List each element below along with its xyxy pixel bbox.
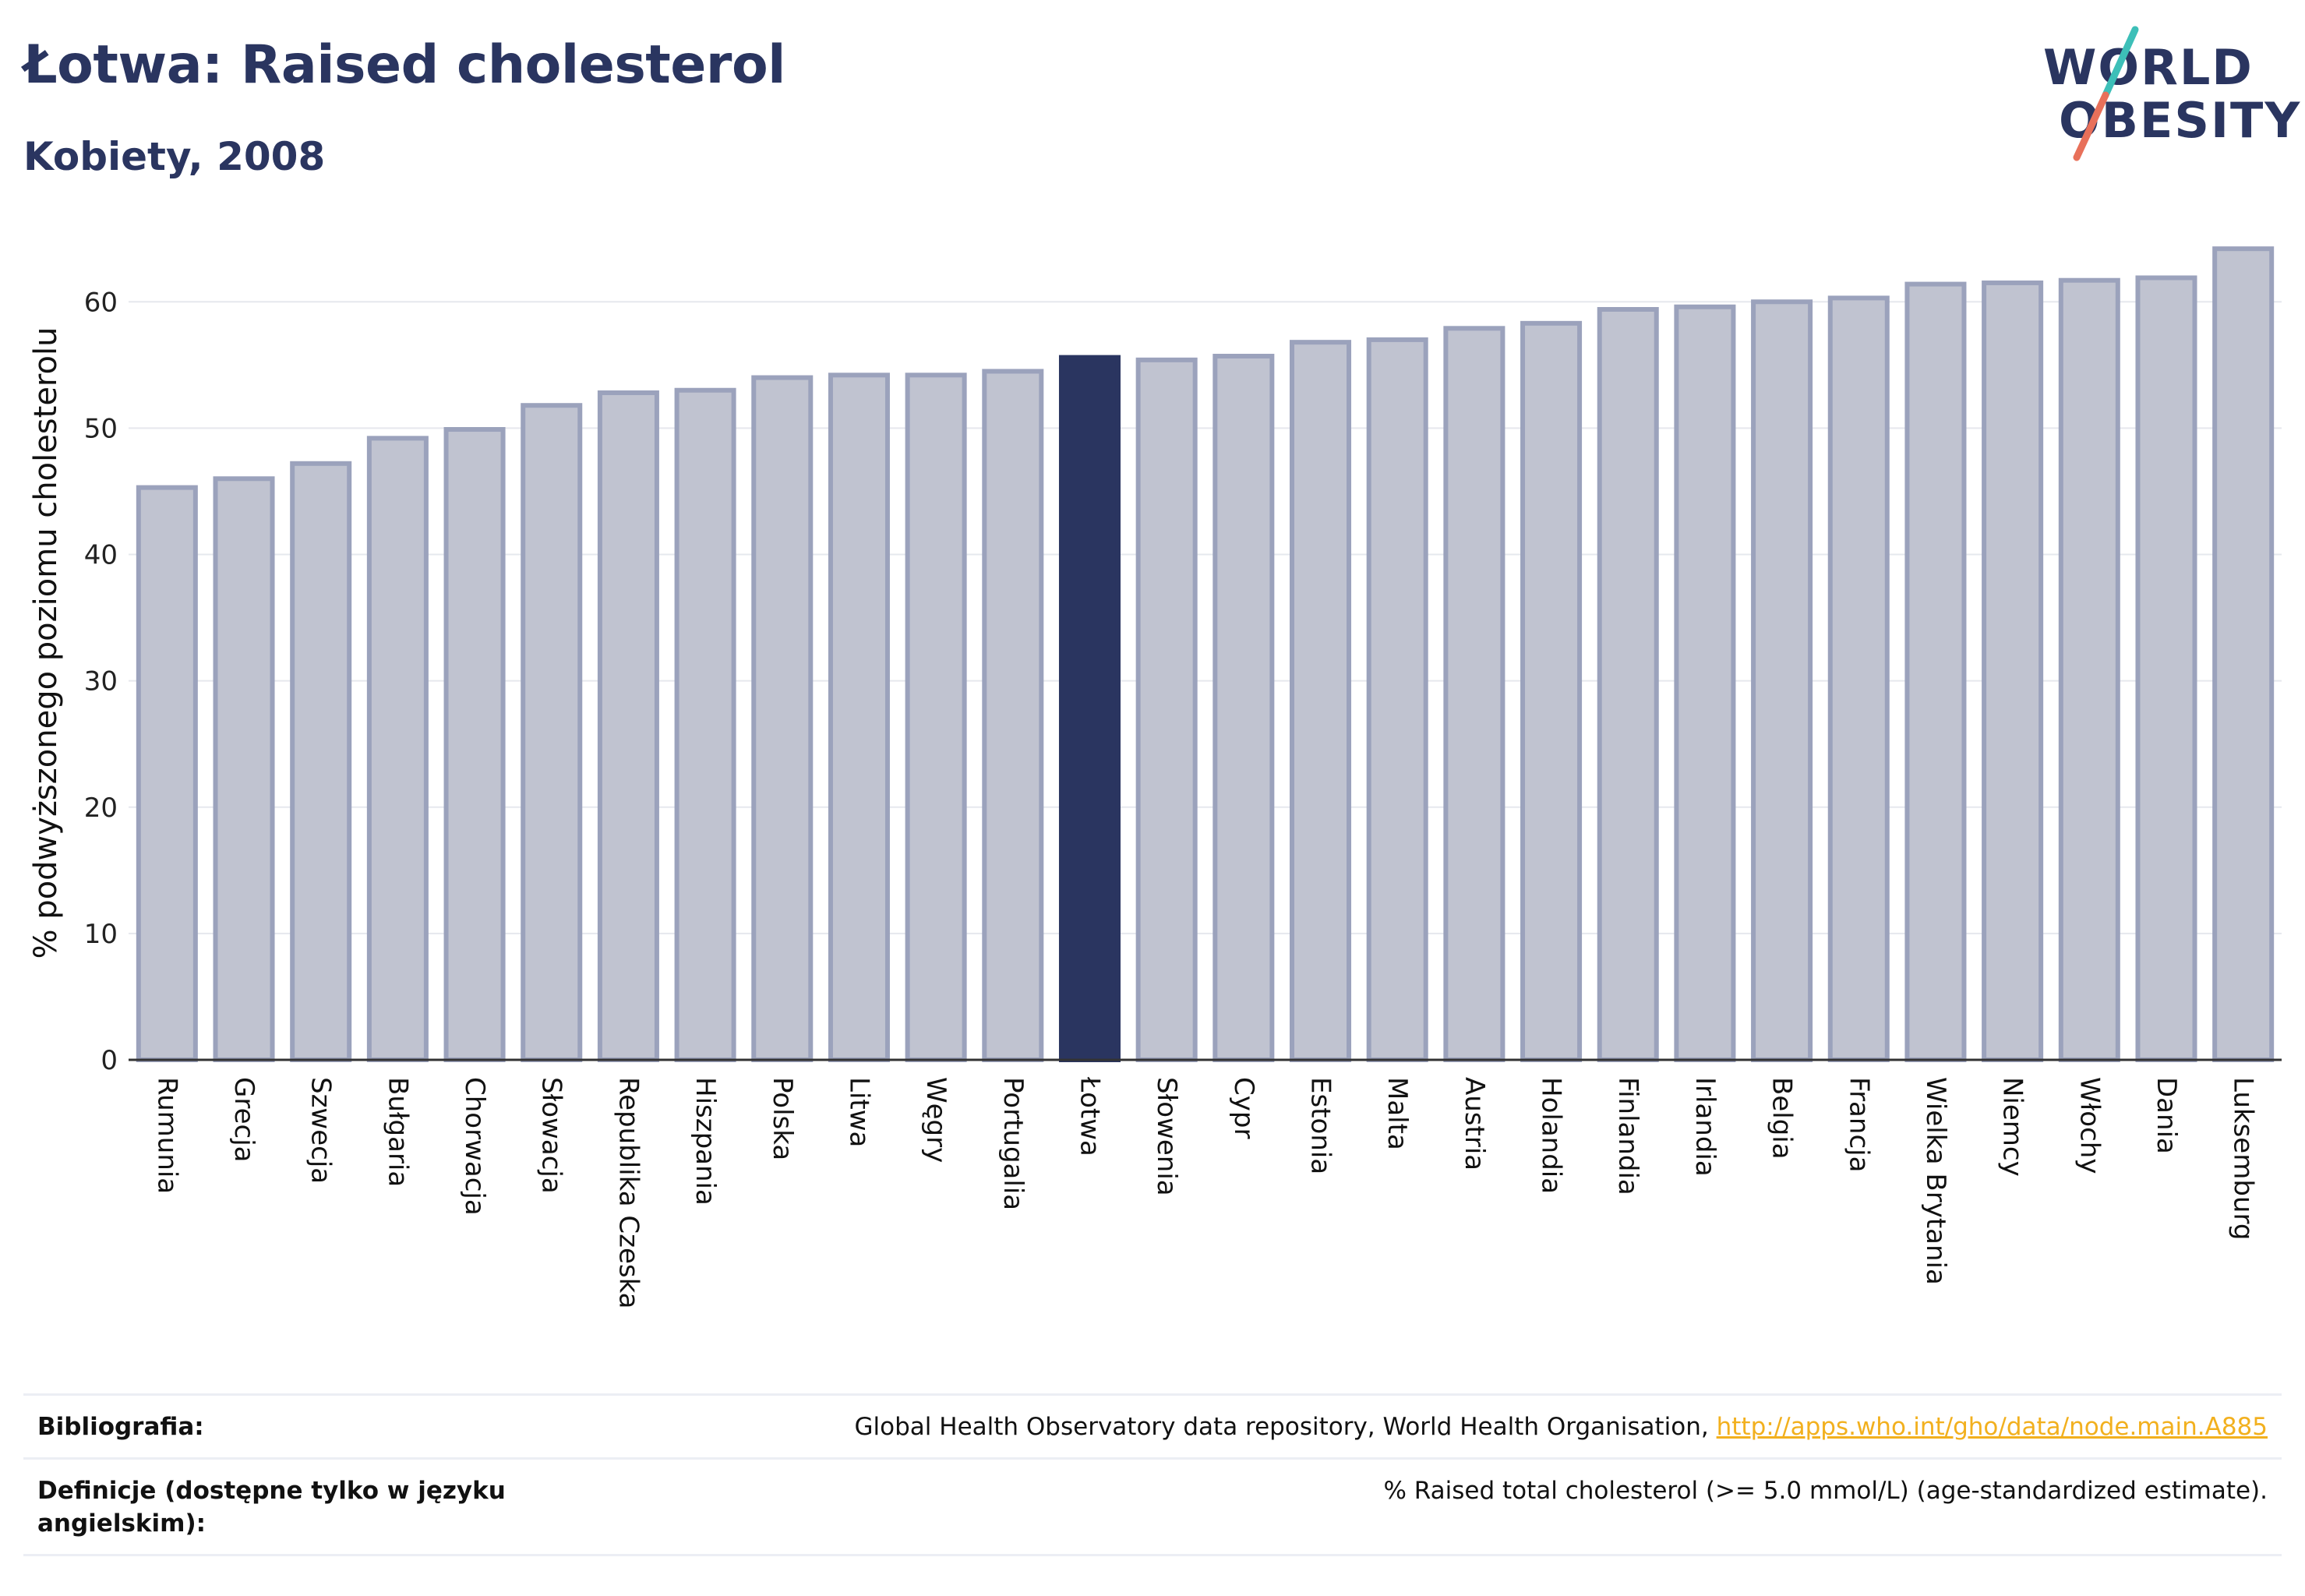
y-tick-label: 10 <box>84 919 118 950</box>
x-tick-label: Węgry <box>920 1077 951 1163</box>
x-tick-label: Grecja <box>228 1077 259 1162</box>
y-tick-label: 50 <box>84 413 118 444</box>
bar <box>1827 295 1890 1062</box>
bar <box>366 436 429 1062</box>
bar <box>1213 353 1275 1062</box>
x-tick-label: Belgia <box>1767 1077 1798 1160</box>
footer-divider <box>23 1393 2282 1396</box>
bar-chart: 0 10 20 30 40 50 60 % podwyższonego poziomu cho… <box>28 246 2282 1309</box>
y-tick-label: 0 <box>101 1045 118 1076</box>
bar <box>1597 307 1659 1062</box>
x-tick-label: Finlandia <box>1612 1077 1643 1195</box>
x-tick-label: Włochy <box>2074 1077 2105 1174</box>
x-tick-label: Bułgaria <box>382 1077 413 1187</box>
bar <box>521 403 583 1063</box>
bar <box>1751 299 1813 1063</box>
x-tick-label: Irlandia <box>1689 1077 1721 1177</box>
x-tick-label: Luksemburg <box>2228 1077 2259 1240</box>
x-tick-label: Rumunia <box>151 1077 182 1194</box>
bibliography-text: Global Health Observatory data repositor… <box>854 1413 1717 1441</box>
bar <box>1290 340 1352 1063</box>
footer-divider <box>23 1554 2282 1556</box>
logo-line-1: WORLD <box>2043 39 2254 96</box>
bar <box>905 373 967 1062</box>
bar <box>597 390 659 1062</box>
x-tick-label: Wielka Brytania <box>1920 1077 1951 1285</box>
bar <box>290 461 352 1062</box>
page-subtitle: Kobiety, 2008 <box>23 134 326 179</box>
bibliography-label: Bibliografia: <box>37 1413 204 1441</box>
x-tick-label: Chorwacja <box>459 1077 490 1216</box>
bar <box>1674 304 1736 1062</box>
bibliography-row: Bibliografia: Global Health Observatory … <box>23 1411 2282 1448</box>
x-tick-label: Słowenia <box>1151 1077 1182 1196</box>
x-tick-label: Cypr <box>1228 1077 1259 1139</box>
y-axis-label: % podwyższonego poziomu cholesterolu <box>28 327 64 959</box>
bar <box>751 375 814 1062</box>
definition-value: % Raised total cholesterol (>= 5.0 mmol/… <box>1383 1477 2268 1505</box>
bar <box>1366 337 1428 1062</box>
bar <box>2212 246 2275 1063</box>
x-tick-label: Hiszpania <box>690 1077 721 1206</box>
x-tick-label: Niemcy <box>1997 1077 2028 1177</box>
bar <box>674 387 736 1062</box>
x-tick-label: Republika Czeska <box>612 1077 644 1309</box>
bar-highlight <box>1058 355 1121 1062</box>
x-tick-label: Francja <box>1843 1077 1874 1172</box>
footer-divider <box>23 1457 2282 1460</box>
bar <box>136 485 198 1063</box>
y-tick-label: 40 <box>84 540 118 571</box>
y-tick-label: 30 <box>84 666 118 697</box>
bar <box>1443 326 1505 1062</box>
bar <box>2058 277 2120 1063</box>
x-tick-label: Dania <box>2151 1077 2182 1154</box>
world-obesity-logo[interactable]: WORLD OBESITY <box>2034 23 2300 164</box>
definition-label: Definicje (dostępne tylko w języku angie… <box>37 1477 506 1538</box>
x-tick-label: Malta <box>1382 1077 1413 1150</box>
bar <box>1904 281 1967 1063</box>
x-tick-label: Austria <box>1459 1077 1490 1171</box>
bar <box>1520 320 1583 1063</box>
bar <box>828 373 890 1062</box>
bar <box>213 476 275 1062</box>
definition-row: Definicje (dostępne tylko w języku angie… <box>23 1474 2282 1549</box>
bar <box>1135 357 1198 1062</box>
x-tick-label: Łotwa <box>1074 1076 1105 1156</box>
page-title: Łotwa: Raised cholesterol <box>23 34 785 96</box>
x-tick-label: Słowacja <box>536 1077 567 1194</box>
x-tick-label: Portugalia <box>997 1077 1029 1210</box>
y-tick-label: 60 <box>84 287 118 318</box>
bibliography-value: Global Health Observatory data repositor… <box>855 1411 2268 1443</box>
y-tick-label: 20 <box>84 793 118 824</box>
x-tick-label: Polska <box>767 1077 798 1160</box>
bar <box>2135 275 2197 1062</box>
logo-slash-icon <box>2073 26 2139 161</box>
x-tick-label: Litwa <box>843 1077 874 1147</box>
x-tick-label: Estonia <box>1305 1077 1336 1174</box>
x-tick-label: Holandia <box>1536 1077 1567 1194</box>
bar <box>982 369 1044 1062</box>
x-tick-label: Szwecja <box>305 1077 337 1184</box>
bar <box>1982 280 2044 1063</box>
bar <box>443 427 506 1062</box>
bibliography-link[interactable]: http://apps.who.int/gho/data/node.main.A… <box>1716 1413 2268 1441</box>
